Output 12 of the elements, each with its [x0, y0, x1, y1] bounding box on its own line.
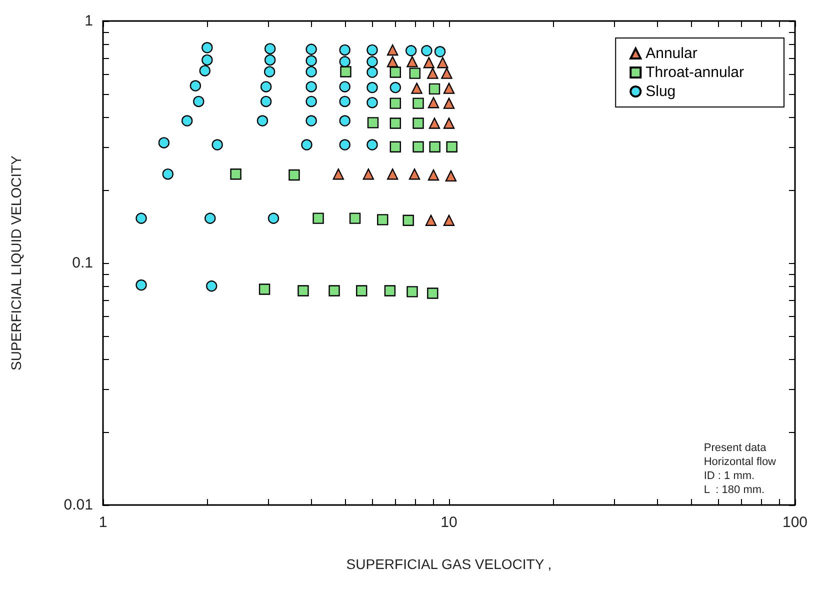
x-tick-label: 100	[782, 514, 808, 531]
legend-label: Annular	[646, 45, 698, 62]
annotation: Present data Horizontal flow ID : 1 mm. L : 180 mm.	[704, 442, 776, 496]
x-tick-label: 1	[98, 514, 108, 531]
x-axis-title: SUPERFICIAL GAS VELOCITY ,	[346, 556, 552, 572]
x-tick-label: 10	[440, 514, 458, 531]
y-axis-title: SUPERFICIAL LIQUID VELOCITY	[8, 154, 24, 370]
y-tick-label: 0.1	[72, 254, 93, 272]
y-tick-label: 1	[84, 12, 93, 30]
legend-label: Throat-annular	[646, 64, 744, 81]
legend-label: Slug	[646, 83, 676, 100]
y-tick-label: 0.01	[64, 496, 93, 514]
